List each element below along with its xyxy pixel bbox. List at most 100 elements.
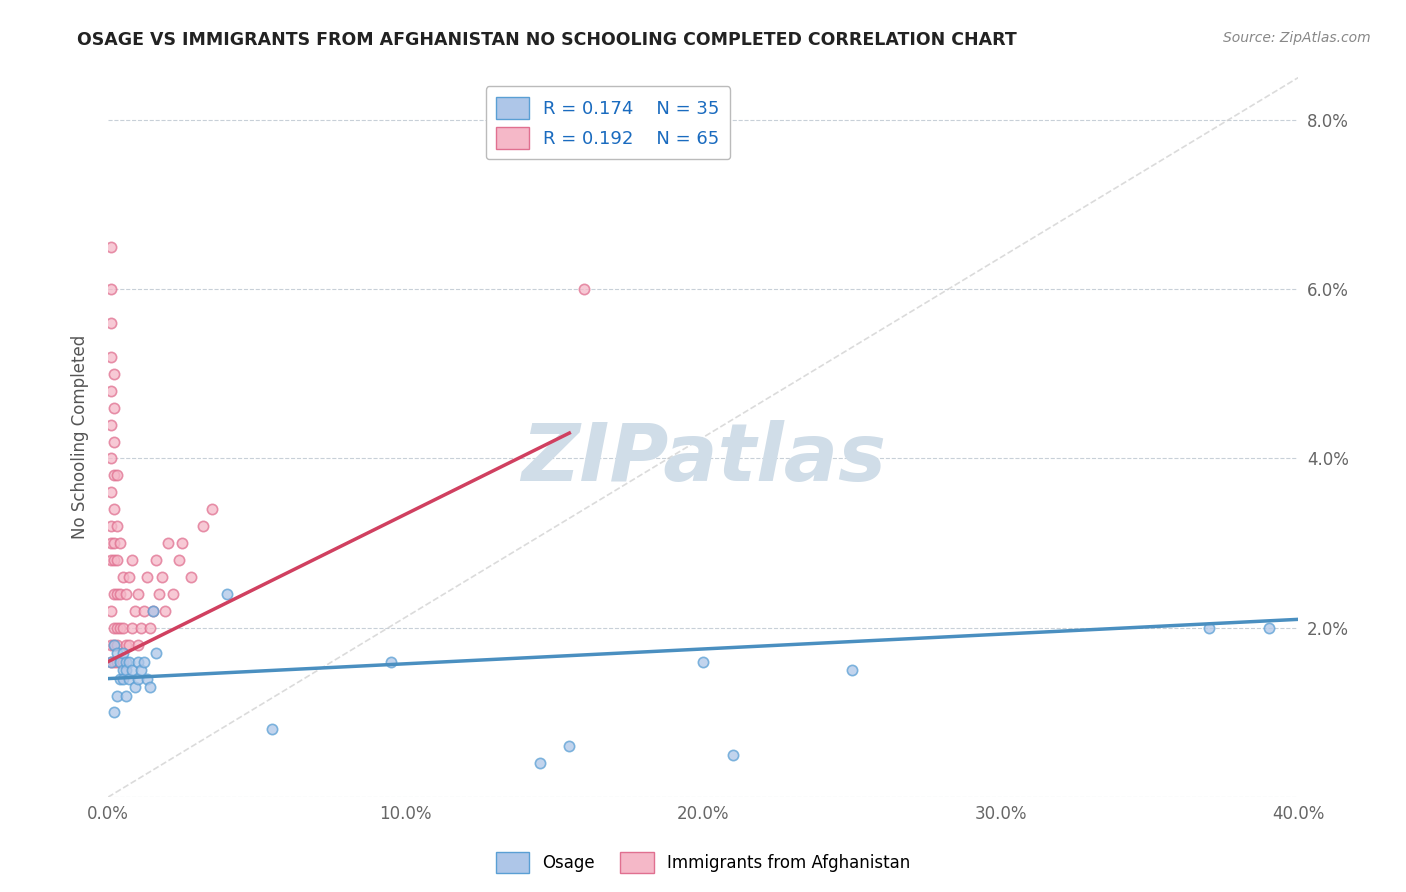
Point: [103, 367, 125, 381]
Point: [162, 587, 184, 601]
Point: [841, 663, 863, 677]
Text: Source: ZipAtlas.com: Source: ZipAtlas.com: [1223, 31, 1371, 45]
Point: [127, 587, 149, 601]
Point: [380, 655, 402, 669]
Point: [124, 604, 146, 618]
Point: [142, 604, 165, 618]
Point: [572, 282, 595, 296]
Point: [105, 621, 128, 635]
Point: [105, 587, 128, 601]
Point: [115, 638, 138, 652]
Point: [103, 638, 125, 652]
Point: [1257, 621, 1279, 635]
Point: [118, 672, 141, 686]
Point: [142, 604, 165, 618]
Point: [169, 553, 191, 567]
Point: [103, 587, 125, 601]
Point: [111, 570, 134, 584]
Point: [100, 536, 122, 550]
Point: [692, 655, 714, 669]
Point: [105, 646, 128, 660]
Point: [103, 536, 125, 550]
Point: [150, 570, 173, 584]
Point: [100, 655, 122, 669]
Legend: R = 0.174    N = 35, R = 0.192    N = 65: R = 0.174 N = 35, R = 0.192 N = 65: [485, 87, 731, 160]
Point: [103, 502, 125, 516]
Point: [100, 655, 122, 669]
Point: [100, 316, 122, 330]
Point: [127, 672, 149, 686]
Point: [111, 663, 134, 677]
Point: [100, 240, 122, 254]
Point: [127, 655, 149, 669]
Point: [105, 553, 128, 567]
Point: [558, 739, 581, 754]
Point: [129, 663, 152, 677]
Text: OSAGE VS IMMIGRANTS FROM AFGHANISTAN NO SCHOOLING COMPLETED CORRELATION CHART: OSAGE VS IMMIGRANTS FROM AFGHANISTAN NO …: [77, 31, 1017, 49]
Point: [108, 536, 131, 550]
Point: [180, 570, 202, 584]
Point: [135, 570, 157, 584]
Point: [153, 604, 176, 618]
Point: [100, 282, 122, 296]
Point: [118, 638, 141, 652]
Point: [115, 587, 138, 601]
Point: [103, 434, 125, 449]
Point: [100, 519, 122, 533]
Point: [103, 706, 125, 720]
Point: [118, 570, 141, 584]
Point: [100, 451, 122, 466]
Point: [100, 417, 122, 432]
Point: [132, 655, 155, 669]
Point: [193, 519, 215, 533]
Point: [529, 756, 551, 771]
Point: [111, 646, 134, 660]
Point: [108, 587, 131, 601]
Point: [172, 536, 194, 550]
Point: [111, 655, 134, 669]
Point: [108, 655, 131, 669]
Point: [115, 689, 138, 703]
Point: [121, 663, 143, 677]
Point: [148, 587, 170, 601]
Point: [103, 621, 125, 635]
Point: [111, 672, 134, 686]
Point: [108, 655, 131, 669]
Point: [100, 384, 122, 398]
Legend: Osage, Immigrants from Afghanistan: Osage, Immigrants from Afghanistan: [489, 846, 917, 880]
Point: [145, 646, 167, 660]
Point: [1198, 621, 1220, 635]
Point: [145, 553, 167, 567]
Point: [138, 680, 160, 694]
Point: [124, 680, 146, 694]
Point: [100, 604, 122, 618]
Point: [132, 604, 155, 618]
Point: [135, 672, 157, 686]
Point: [201, 502, 224, 516]
Point: [115, 655, 138, 669]
Point: [103, 401, 125, 415]
Text: ZIPatlas: ZIPatlas: [520, 420, 886, 498]
Point: [127, 638, 149, 652]
Point: [105, 689, 128, 703]
Point: [100, 553, 122, 567]
Point: [215, 587, 238, 601]
Point: [103, 553, 125, 567]
Point: [721, 747, 744, 762]
Point: [105, 655, 128, 669]
Point: [118, 655, 141, 669]
Point: [108, 672, 131, 686]
Point: [100, 485, 122, 500]
Y-axis label: No Schooling Completed: No Schooling Completed: [72, 335, 89, 540]
Point: [115, 663, 138, 677]
Point: [105, 468, 128, 483]
Point: [103, 655, 125, 669]
Point: [138, 621, 160, 635]
Point: [105, 519, 128, 533]
Point: [103, 468, 125, 483]
Point: [108, 621, 131, 635]
Point: [121, 621, 143, 635]
Point: [105, 638, 128, 652]
Point: [103, 638, 125, 652]
Point: [100, 350, 122, 364]
